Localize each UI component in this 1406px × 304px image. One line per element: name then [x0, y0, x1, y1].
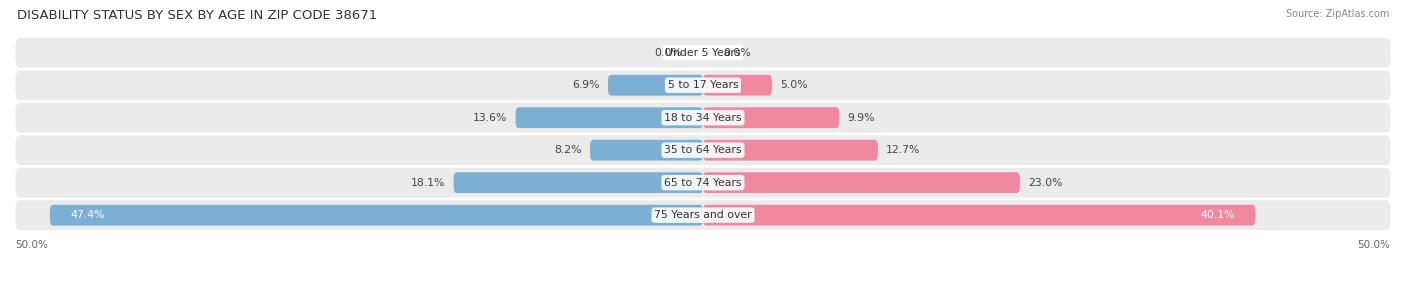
Text: 18.1%: 18.1% — [411, 178, 446, 188]
Text: 6.9%: 6.9% — [572, 80, 599, 90]
Text: 65 to 74 Years: 65 to 74 Years — [664, 178, 742, 188]
FancyBboxPatch shape — [703, 75, 772, 96]
FancyBboxPatch shape — [49, 205, 703, 226]
Text: 40.1%: 40.1% — [1201, 210, 1234, 220]
Text: 47.4%: 47.4% — [70, 210, 105, 220]
FancyBboxPatch shape — [15, 38, 1391, 68]
FancyBboxPatch shape — [703, 205, 1256, 226]
Text: 5 to 17 Years: 5 to 17 Years — [668, 80, 738, 90]
Text: 0.0%: 0.0% — [655, 48, 682, 58]
FancyBboxPatch shape — [703, 140, 877, 161]
Text: 50.0%: 50.0% — [15, 240, 48, 250]
FancyBboxPatch shape — [703, 107, 839, 128]
Text: 13.6%: 13.6% — [472, 113, 508, 123]
Text: Under 5 Years: Under 5 Years — [665, 48, 741, 58]
Text: 9.9%: 9.9% — [848, 113, 875, 123]
FancyBboxPatch shape — [15, 70, 1391, 100]
Text: 8.2%: 8.2% — [554, 145, 582, 155]
Text: 35 to 64 Years: 35 to 64 Years — [664, 145, 742, 155]
FancyBboxPatch shape — [15, 103, 1391, 133]
Text: 0.0%: 0.0% — [724, 48, 751, 58]
Text: 50.0%: 50.0% — [1358, 240, 1391, 250]
Text: 5.0%: 5.0% — [780, 80, 808, 90]
FancyBboxPatch shape — [703, 172, 1019, 193]
Text: 23.0%: 23.0% — [1028, 178, 1063, 188]
Text: 75 Years and over: 75 Years and over — [654, 210, 752, 220]
FancyBboxPatch shape — [591, 140, 703, 161]
FancyBboxPatch shape — [15, 200, 1391, 230]
FancyBboxPatch shape — [15, 168, 1391, 198]
Text: 12.7%: 12.7% — [886, 145, 921, 155]
FancyBboxPatch shape — [607, 75, 703, 96]
FancyBboxPatch shape — [15, 135, 1391, 165]
FancyBboxPatch shape — [454, 172, 703, 193]
Text: DISABILITY STATUS BY SEX BY AGE IN ZIP CODE 38671: DISABILITY STATUS BY SEX BY AGE IN ZIP C… — [17, 9, 377, 22]
Text: 18 to 34 Years: 18 to 34 Years — [664, 113, 742, 123]
Text: Source: ZipAtlas.com: Source: ZipAtlas.com — [1285, 9, 1389, 19]
FancyBboxPatch shape — [516, 107, 703, 128]
